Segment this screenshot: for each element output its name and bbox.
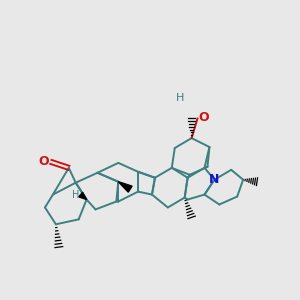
Text: O: O xyxy=(199,111,209,124)
Polygon shape xyxy=(79,192,87,200)
Polygon shape xyxy=(118,182,132,192)
Text: H: H xyxy=(176,94,184,103)
Text: N: N xyxy=(209,173,220,186)
Text: H: H xyxy=(72,190,79,200)
Text: O: O xyxy=(38,155,49,168)
